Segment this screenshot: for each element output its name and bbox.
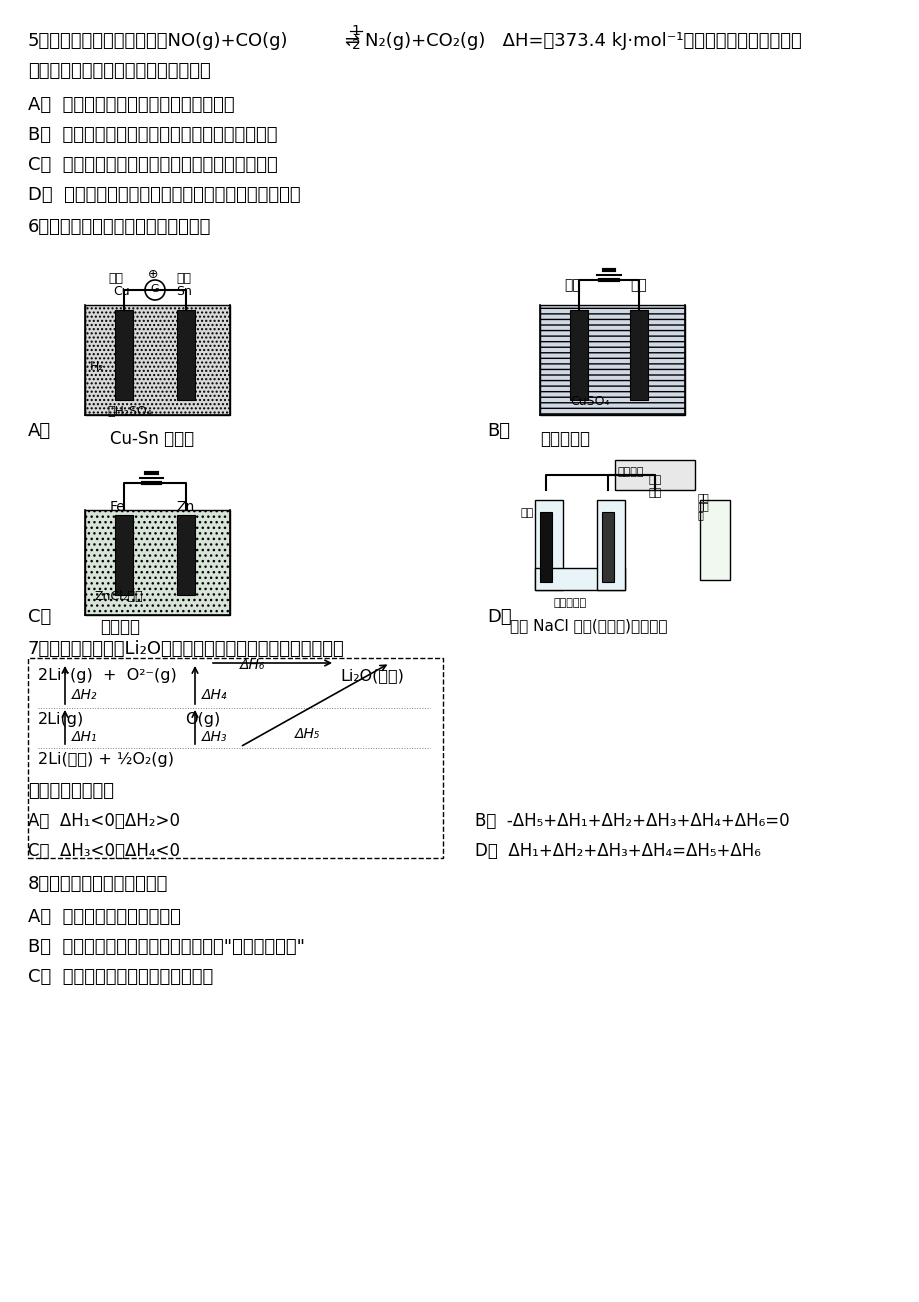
Text: 饱和食盐水: 饱和食盐水: [553, 598, 586, 608]
Bar: [539, 512, 551, 582]
Text: 2: 2: [351, 38, 360, 52]
Bar: [570, 310, 587, 400]
Bar: [535, 568, 624, 590]
Text: 铁棒: 铁棒: [520, 508, 534, 518]
Text: C．  降低温度，反应物的转化率和平衡常数均增大: C． 降低温度，反应物的转化率和平衡常数均增大: [28, 156, 278, 174]
Text: 6、下图有关电化学的示意图正确的是: 6、下图有关电化学的示意图正确的是: [28, 217, 211, 236]
Bar: [630, 310, 647, 400]
Text: 5、汽车尾气净化反应之一：NO(g)+CO(g): 5、汽车尾气净化反应之一：NO(g)+CO(g): [28, 33, 289, 49]
Bar: [596, 500, 624, 590]
Text: N₂(g)+CO₂(g)   ΔH=－373.4 kJ·mol⁻¹。若反应在恒容的密闭容: N₂(g)+CO₂(g) ΔH=－373.4 kJ·mol⁻¹。若反应在恒容的密…: [365, 33, 800, 49]
Bar: [539, 305, 685, 415]
Bar: [85, 510, 230, 615]
Text: 精铜: 精铜: [563, 279, 580, 292]
Text: D．: D．: [486, 608, 511, 626]
Text: 碳棒: 碳棒: [648, 488, 662, 497]
Text: 电流: 电流: [648, 475, 662, 486]
Text: ΔH₅: ΔH₅: [295, 727, 320, 741]
Text: 2Li(晶体) + ½O₂(g): 2Li(晶体) + ½O₂(g): [38, 753, 174, 767]
Text: Fe: Fe: [110, 500, 126, 514]
Text: ΔH₃: ΔH₃: [202, 730, 227, 743]
Text: ΔH₂: ΔH₂: [72, 687, 97, 702]
Text: 下列说法正确的是: 下列说法正确的是: [28, 783, 114, 799]
Text: A．: A．: [28, 422, 51, 440]
Text: B．  塑料、合成树脂和合成橡胶被称为"三大合成材料": B． 塑料、合成树脂和合成橡胶被称为"三大合成材料": [28, 937, 305, 956]
Bar: [535, 500, 562, 590]
Text: 液: 液: [698, 510, 703, 519]
Circle shape: [145, 280, 165, 299]
Text: Zn: Zn: [176, 500, 194, 514]
Text: 8、下列说法中，不正确的是: 8、下列说法中，不正确的是: [28, 875, 168, 893]
Bar: [601, 512, 613, 582]
Text: B．: B．: [486, 422, 509, 440]
Text: C．  蛋白质可水解生成多肽和氨基酸: C． 蛋白质可水解生成多肽和氨基酸: [28, 967, 213, 986]
Bar: [614, 460, 694, 490]
Text: G: G: [150, 284, 158, 294]
Text: A．  ΔH₁<0，ΔH₂>0: A． ΔH₁<0，ΔH₂>0: [28, 812, 180, 829]
Text: Li₂O(晶体): Li₂O(晶体): [340, 668, 403, 684]
Bar: [115, 310, 133, 400]
Text: A．  及时除去二氧化碳，正反应速率加快: A． 及时除去二氧化碳，正反应速率加快: [28, 96, 234, 115]
Text: 2Li(g): 2Li(g): [38, 712, 85, 727]
Bar: [176, 310, 195, 400]
Text: C．  ΔH₃<0，ΔH₄<0: C． ΔH₃<0，ΔH₄<0: [28, 842, 180, 861]
Text: A．  油脂水解的产物中含甘油: A． 油脂水解的产物中含甘油: [28, 907, 181, 926]
Bar: [85, 305, 230, 415]
Text: 正极: 正极: [176, 272, 191, 285]
Text: C．: C．: [28, 608, 51, 626]
Text: B．  混合气体的密度不变是该平衡状态的标志之一: B． 混合气体的密度不变是该平衡状态的标志之一: [28, 126, 278, 145]
Text: O(g): O(g): [185, 712, 220, 727]
Text: CuSO₄: CuSO₄: [570, 395, 609, 408]
Text: 碳酸: 碳酸: [698, 492, 709, 503]
Text: 粗铜的精炼: 粗铜的精炼: [539, 430, 589, 448]
Bar: [699, 500, 729, 579]
Text: Sn: Sn: [176, 285, 192, 298]
Bar: [176, 516, 195, 595]
Text: 铁片镀锌: 铁片镀锌: [100, 618, 140, 635]
Text: 1: 1: [351, 23, 360, 38]
Text: 2Li⁺(g)  +  O²⁻(g): 2Li⁺(g) + O²⁻(g): [38, 668, 176, 684]
Text: ⇌: ⇌: [344, 33, 358, 49]
Text: Cu: Cu: [113, 285, 130, 298]
Text: Cu-Sn 原电池: Cu-Sn 原电池: [110, 430, 194, 448]
Text: D．  其它条件不变，加入催化剂可提高反应物的转化率: D． 其它条件不变，加入催化剂可提高反应物的转化率: [28, 186, 301, 204]
Text: H₂: H₂: [90, 359, 104, 372]
Text: B．  -ΔH₅+ΔH₁+ΔH₂+ΔH₃+ΔH₄+ΔH₆=0: B． -ΔH₅+ΔH₁+ΔH₂+ΔH₃+ΔH₄+ΔH₆=0: [474, 812, 789, 829]
Text: 负极: 负极: [108, 272, 123, 285]
Text: 粗铜: 粗铜: [630, 279, 646, 292]
Text: D．  ΔH₁+ΔH₂+ΔH₃+ΔH₄=ΔH₅+ΔH₆: D． ΔH₁+ΔH₂+ΔH₃+ΔH₄=ΔH₅+ΔH₆: [474, 842, 760, 861]
Text: 7、已知：氧化锂（Li₂O）晶体形成过程中的能量变化如图所示: 7、已知：氧化锂（Li₂O）晶体形成过程中的能量变化如图所示: [28, 641, 345, 658]
Text: ΔH₁: ΔH₁: [72, 730, 97, 743]
Bar: [115, 516, 133, 595]
Text: ZnCl₂溶液: ZnCl₂溶液: [95, 590, 143, 603]
Text: ΔH₆: ΔH₆: [240, 658, 266, 672]
Text: 直流电源: 直流电源: [618, 467, 644, 477]
Text: ΔH₄: ΔH₄: [202, 687, 227, 702]
Bar: [28, 658, 443, 858]
Text: ⊕: ⊕: [148, 268, 158, 281]
Text: 化溶: 化溶: [698, 501, 709, 510]
Text: 验证 NaCl 溶液(含酚酞)电解产物: 验证 NaCl 溶液(含酚酞)电解产物: [509, 618, 667, 633]
Text: 稀H₂SO₄: 稀H₂SO₄: [108, 405, 153, 418]
Text: 器中达到平衡状态，下列说法正确的是: 器中达到平衡状态，下列说法正确的是: [28, 62, 210, 79]
